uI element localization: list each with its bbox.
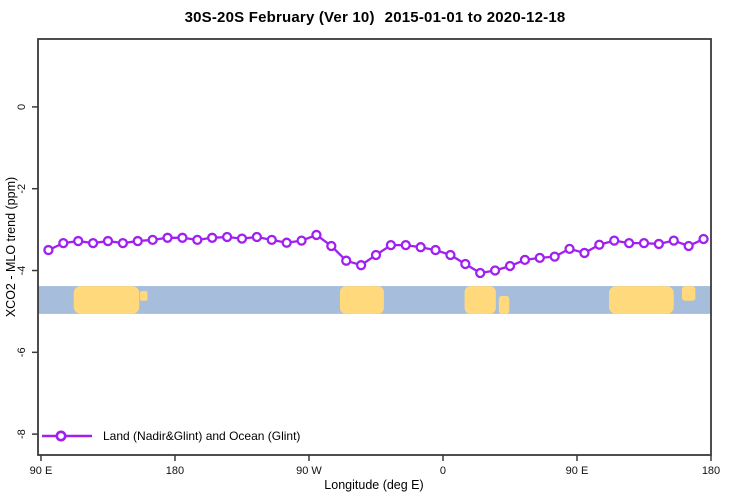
data-point	[177, 232, 188, 243]
x-tick-label: 90 W	[296, 465, 322, 477]
x-tick-label: 180	[166, 465, 184, 477]
x-tick-label: 180	[702, 465, 720, 477]
legend-circle-icon	[55, 430, 67, 442]
data-point	[415, 242, 426, 253]
data-point	[147, 234, 158, 245]
map-strip-land-south-america	[339, 286, 384, 314]
data-point	[489, 265, 501, 276]
data-point	[653, 238, 665, 250]
data-point	[370, 249, 382, 261]
data-point	[594, 239, 605, 250]
data-point	[43, 244, 54, 256]
data-point	[698, 233, 709, 245]
data-point	[162, 232, 173, 243]
map-strip-land-new-caledonia	[681, 286, 696, 301]
data-point	[683, 240, 694, 252]
data-point	[326, 240, 337, 252]
data-point	[504, 260, 516, 272]
map-strip-land-australia-tail	[139, 290, 148, 301]
x-tick-label: 0	[440, 465, 446, 477]
x-tick-label: 90 E	[30, 465, 53, 477]
data-point	[73, 235, 84, 247]
x-tick-label: 90 E	[566, 465, 589, 477]
data-point	[132, 235, 143, 247]
plot-box	[37, 38, 712, 456]
legend-marker	[42, 430, 92, 442]
data-point	[623, 237, 635, 249]
data-point	[355, 260, 367, 271]
legend: Land (Nadir&Glint) and Ocean (Glint)	[40, 428, 300, 444]
data-point	[430, 244, 441, 256]
data-point	[638, 237, 650, 249]
data-point	[519, 254, 531, 266]
y-tick-label: -2	[16, 184, 28, 194]
map-strip-land-africa	[464, 286, 496, 314]
data-point	[460, 258, 471, 270]
data-point	[311, 229, 322, 241]
chart-title: 30S-20S February (Ver 10) 2015-01-01 to 2…	[0, 9, 750, 26]
chart-title-region: 30S-20S February (Ver 10)	[184, 9, 375, 26]
y-tick-label: -4	[16, 266, 28, 276]
data-point	[579, 247, 590, 259]
data-point	[609, 235, 620, 246]
data-point	[192, 234, 203, 245]
data-point	[445, 249, 456, 261]
data-point	[281, 237, 292, 248]
data-point	[87, 237, 99, 249]
legend-label: Land (Nadir&Glint) and Ocean (Glint)	[103, 429, 301, 443]
data-point	[564, 243, 575, 254]
data-point	[117, 237, 129, 249]
map-strip-land-australia-2	[609, 286, 674, 314]
data-point	[341, 255, 352, 266]
map-strip-land-australia	[73, 286, 140, 314]
y-tick-label: -8	[16, 429, 28, 439]
y-tick-label: 0	[16, 104, 28, 110]
y-axis-label: XCO2 - MLO trend (ppm)	[4, 176, 18, 318]
data-point	[58, 237, 69, 249]
map-strip-land-madagascar	[498, 295, 510, 314]
data-point	[266, 234, 277, 245]
data-point	[207, 232, 218, 243]
data-point	[221, 231, 233, 243]
data-point	[385, 240, 397, 251]
data-point	[236, 233, 248, 244]
data-point	[475, 267, 486, 279]
data-point	[296, 235, 307, 246]
y-tick-label: -6	[16, 347, 28, 357]
data-point	[668, 235, 679, 246]
data-point	[534, 252, 545, 263]
chart-title-daterange: 2015-01-01 to 2020-12-18	[384, 9, 566, 26]
data-point	[251, 231, 263, 243]
data-point	[102, 235, 114, 247]
x-axis-label: Longitude (deg E)	[324, 478, 424, 492]
data-point	[549, 251, 560, 262]
data-point	[400, 240, 411, 251]
